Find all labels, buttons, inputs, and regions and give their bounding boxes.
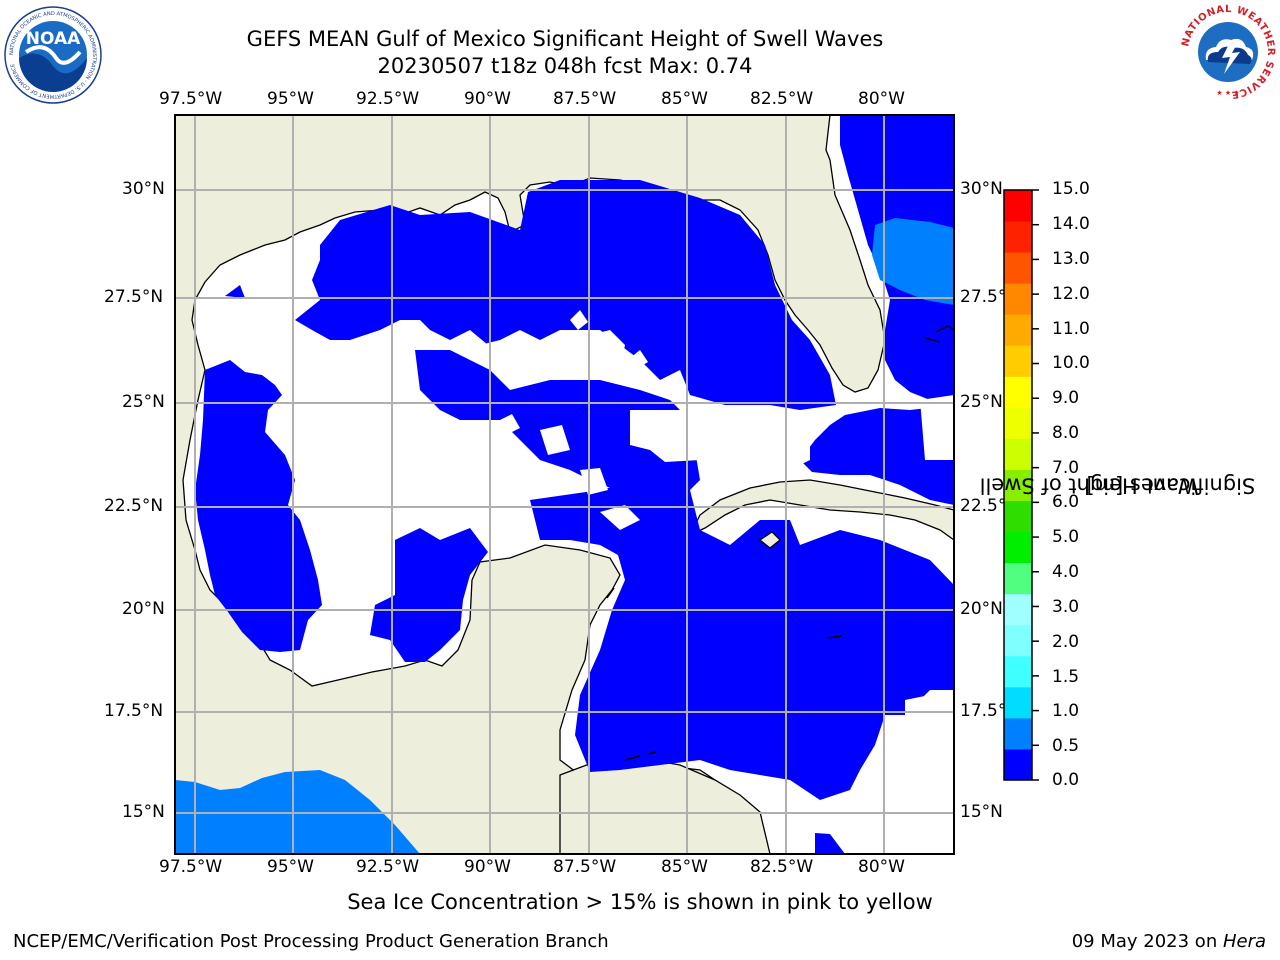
- lat-label-right: 30°N: [960, 179, 1003, 199]
- colorbar-tick-label: 10.0: [1052, 353, 1090, 373]
- lon-label-top: 80°W: [858, 89, 905, 109]
- map-graticule: [175, 115, 954, 854]
- lon-label-top: 87.5°W: [553, 89, 617, 109]
- svg-text:★ ★ ★: ★ ★ ★: [1216, 89, 1239, 97]
- chart-subtitle: 20230507 t18z 048h fcst Max: 0.74: [377, 54, 753, 78]
- colorbar-tick-label: 14.0: [1052, 214, 1090, 234]
- island-cozumel: [606, 587, 615, 599]
- lon-label-bottom: 90°W: [464, 857, 511, 877]
- colorbar-bin: [1004, 314, 1032, 346]
- lon-label-top: 82.5°W: [750, 89, 814, 109]
- lon-label-top: 85°W: [661, 89, 708, 109]
- colorbar-bin: [1004, 624, 1032, 657]
- colorbar-bin: [1004, 190, 1032, 222]
- colorbar-tick-label: 1.0: [1052, 701, 1080, 721]
- lat-label-left: 17.5°N: [104, 701, 164, 721]
- colorbar-tick-label: 8.0: [1052, 423, 1080, 443]
- lat-label-left: 27.5°N: [104, 287, 164, 307]
- colorbar-tick-label: 4.0: [1052, 562, 1080, 582]
- lon-label-top: 92.5°W: [356, 89, 420, 109]
- colorbar-bin: [1004, 686, 1032, 719]
- colorbar-bin: [1004, 221, 1032, 253]
- colorbar-tick-label: 5.0: [1052, 527, 1080, 547]
- lon-label-top: 97.5°W: [159, 89, 223, 109]
- lat-label-right: 15°N: [960, 802, 1003, 822]
- lon-label-bottom: 95°W: [267, 857, 314, 877]
- lon-label-top: 95°W: [267, 89, 314, 109]
- footer-credit: NCEP/EMC/Verification Post Processing Pr…: [13, 931, 609, 952]
- lat-label-right: 25°N: [960, 392, 1003, 412]
- colorbar-bin: [1004, 283, 1032, 315]
- colorbar-bin: [1004, 407, 1032, 439]
- colorbar-bin: [1004, 376, 1032, 408]
- lat-label-left: 30°N: [122, 179, 165, 199]
- lon-label-bottom: 97.5°W: [159, 857, 223, 877]
- colorbar-tick-label: 2.0: [1052, 632, 1080, 652]
- island-bay-islands: [624, 751, 657, 761]
- colorbar: [1003, 189, 1039, 781]
- lon-label-bottom: 82.5°W: [750, 857, 814, 877]
- colorbar-bin: [1004, 438, 1032, 470]
- colorbar-tick-label: 12.0: [1052, 284, 1090, 304]
- colorbar-bin: [1004, 500, 1032, 533]
- lon-label-top: 90°W: [464, 89, 511, 109]
- land-cuba: [688, 479, 954, 541]
- colorbar-bin: [1004, 748, 1032, 781]
- lat-label-left: 22.5°N: [104, 496, 164, 516]
- lon-label-bottom: 80°W: [858, 857, 905, 877]
- colorbar-tick-label: 9.0: [1052, 388, 1080, 408]
- colorbar-bin: [1004, 252, 1032, 284]
- colorbar-tick-label: 7.0: [1052, 458, 1080, 478]
- colorbar-tick-label: 0.0: [1052, 770, 1080, 790]
- colorbar-tick-label: 11.0: [1052, 319, 1090, 339]
- land-north-america: [175, 115, 886, 854]
- island-isla-de-la-juventud: [758, 531, 781, 549]
- colorbar-tick-label: 3.0: [1052, 597, 1080, 617]
- colorbar-tick-label: 1.5: [1052, 667, 1080, 687]
- nws-logo: NATIONAL WEATHER SERVICE ★ ★ ★: [1180, 4, 1276, 100]
- footer-date: 09 May 2023 on Hera: [1072, 931, 1266, 952]
- colorbar-bin: [1004, 562, 1032, 595]
- colorbar-frame: [1003, 189, 1033, 781]
- colorbar-bin: [1004, 655, 1032, 688]
- lat-label-left: 20°N: [122, 599, 165, 619]
- colorbar-tick-label: 0.5: [1052, 736, 1080, 756]
- colorbar-bin: [1004, 531, 1032, 564]
- colorbar-bin: [1004, 593, 1032, 626]
- sea-ice-note: Sea Ice Concentration > 15% is shown in …: [347, 890, 933, 914]
- lat-label-left: 15°N: [122, 802, 165, 822]
- lat-label-left: 25°N: [122, 392, 165, 412]
- lon-label-bottom: 92.5°W: [356, 857, 420, 877]
- colorbar-tick-label: 15.0: [1052, 179, 1090, 199]
- island-grand-cayman: [827, 635, 843, 639]
- lon-label-bottom: 87.5°W: [553, 857, 617, 877]
- colorbar-title-line2: Waves [m]: [1086, 473, 1199, 498]
- colorbar-bin: [1004, 345, 1032, 377]
- bahamas-coast: [924, 325, 954, 343]
- noaa-logo-text: NOAA: [26, 29, 81, 49]
- lat-label-right: 20°N: [960, 599, 1003, 619]
- colorbar-tick-label: 13.0: [1052, 249, 1090, 269]
- map-frame: [174, 114, 955, 855]
- colorbar-bin: [1004, 717, 1032, 750]
- chart-title: GEFS MEAN Gulf of Mexico Significant Hei…: [246, 27, 884, 51]
- lon-label-bottom: 85°W: [661, 857, 708, 877]
- footer-host: Hera: [1222, 931, 1266, 952]
- colorbar-tick-label: 6.0: [1052, 492, 1080, 512]
- footer-date-text: 09 May 2023 on: [1071, 931, 1223, 952]
- colorbar-bin: [1004, 469, 1032, 502]
- noaa-logo: NATIONAL OCEANIC AND ATMOSPHERIC ADMINIS…: [4, 6, 102, 104]
